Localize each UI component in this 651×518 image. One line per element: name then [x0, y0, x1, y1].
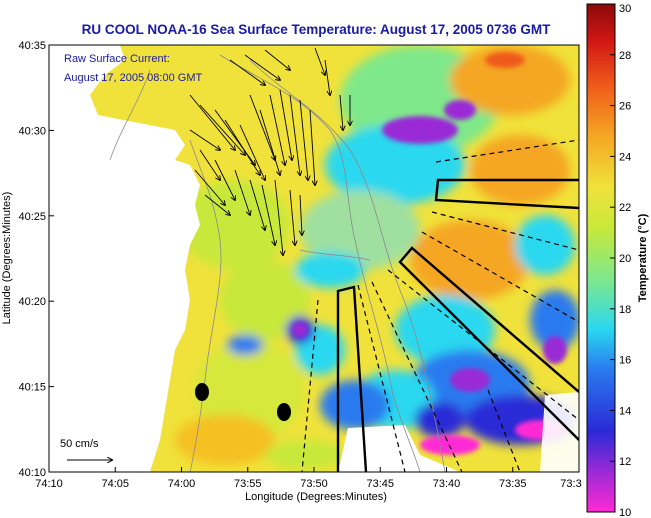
- surface-current-vectors: [189, 47, 350, 255]
- colorbar-tick-label: 30: [619, 3, 631, 15]
- colorbar-tick-label: 14: [619, 405, 631, 417]
- colorbar-tick-label: 24: [619, 151, 631, 163]
- land-mass: [49, 45, 200, 472]
- colorbar-tick-label: 28: [619, 50, 631, 62]
- y-ticks: 40:35 40:30 40:25 40:20 40:15 40:10: [18, 40, 54, 479]
- x-tick-label: 74:00: [168, 478, 196, 490]
- scale-label: 50 cm/s: [60, 438, 99, 450]
- current-note-line1: Raw Surface Current:: [64, 53, 170, 65]
- x-axis-label: Longitude (Degrees:Minutes): [245, 491, 387, 503]
- bathymetry-contours: [109, 54, 446, 472]
- colorbar-ticks: 30 28 26 24 22 20 18 16 14 12 10: [610, 3, 631, 518]
- y-tick-label: 40:35: [18, 40, 46, 52]
- x-tick-label: 73:3: [560, 478, 581, 490]
- y-tick-label: 40:20: [18, 296, 46, 308]
- colorbar-tick-label: 26: [619, 101, 631, 113]
- no-data-mask: [338, 425, 460, 472]
- colorbar-tick-label: 20: [619, 253, 631, 265]
- x-tick-label: 74:10: [35, 478, 63, 490]
- sst-plot-area: [49, 45, 579, 472]
- colorbar-tick-label: 16: [619, 355, 631, 367]
- y-axis-label: Latitude (Degrees:Minutes): [1, 192, 13, 325]
- y-tick-label: 40:10: [18, 467, 46, 479]
- colorbar-tick-label: 18: [619, 304, 631, 316]
- colorbar-tick-label: 12: [619, 456, 631, 468]
- colorbar-tick-label: 10: [619, 507, 631, 518]
- colorbar-label: Temperature (°C): [637, 213, 649, 302]
- x-ticks: 74:10 74:05 74:00 73:55 73:50 73:45 73:40 73:35…: [35, 467, 582, 490]
- survey-boxes: [336, 178, 579, 472]
- y-tick-label: 40:30: [18, 125, 46, 137]
- x-tick-label: 73:55: [234, 478, 262, 490]
- mooring-marker: [195, 383, 209, 401]
- mooring-marker: [277, 403, 291, 421]
- y-tick-label: 40:15: [18, 382, 46, 394]
- x-tick-label: 73:45: [366, 478, 394, 490]
- current-note-line2: August 17, 2005 08:00 GMT: [64, 72, 202, 84]
- colorbar-tick-label: 22: [619, 202, 631, 214]
- x-tick-label: 74:05: [101, 478, 129, 490]
- y-tick-label: 40:25: [18, 211, 46, 223]
- x-tick-label: 73:50: [300, 478, 328, 490]
- x-tick-label: 73:35: [499, 478, 527, 490]
- x-tick-label: 73:40: [433, 478, 461, 490]
- map-title: RU COOL NOAA-16 Sea Surface Temperature:…: [82, 22, 551, 37]
